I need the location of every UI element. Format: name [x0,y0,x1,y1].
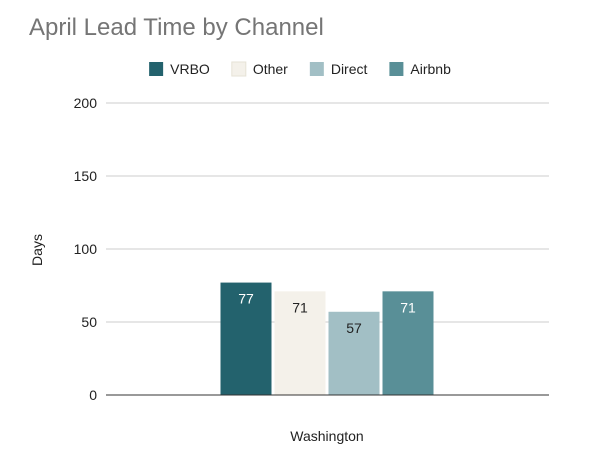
bar-value-label: 71 [292,299,308,315]
legend: VRBO Other Direct Airbnb [149,61,451,77]
legend-label: Direct [331,61,368,77]
chart-title: April Lead Time by Channel [29,14,324,41]
x-axis-category-label: Washington [290,428,363,444]
y-tick-label: 100 [74,241,98,257]
bar-labels: 77 71 57 71 [238,291,416,336]
legend-swatch-direct [309,62,324,76]
bar-value-label: 57 [346,320,362,336]
y-tick-label: 150 [74,168,98,184]
bar-value-label: 77 [238,291,254,307]
y-axis-ticks: 0 50 100 150 200 [74,95,98,403]
bars [220,282,434,395]
y-axis-title: Days [29,234,45,266]
y-tick-label: 0 [89,387,97,403]
y-tick-label: 200 [74,95,98,111]
bar-other [274,291,326,395]
bar-airbnb [382,291,434,395]
y-tick-label: 50 [81,314,97,330]
legend-swatch-vrbo [149,62,164,76]
bar-vrbo [220,282,272,395]
legend-label: Other [253,61,288,77]
legend-label: Airbnb [410,61,451,77]
gridlines [106,102,549,323]
bar-direct [328,311,380,395]
bar-value-label: 71 [400,299,416,315]
legend-swatch-airbnb [389,62,404,76]
legend-swatch-other [231,61,247,77]
legend-label: VRBO [170,61,210,77]
